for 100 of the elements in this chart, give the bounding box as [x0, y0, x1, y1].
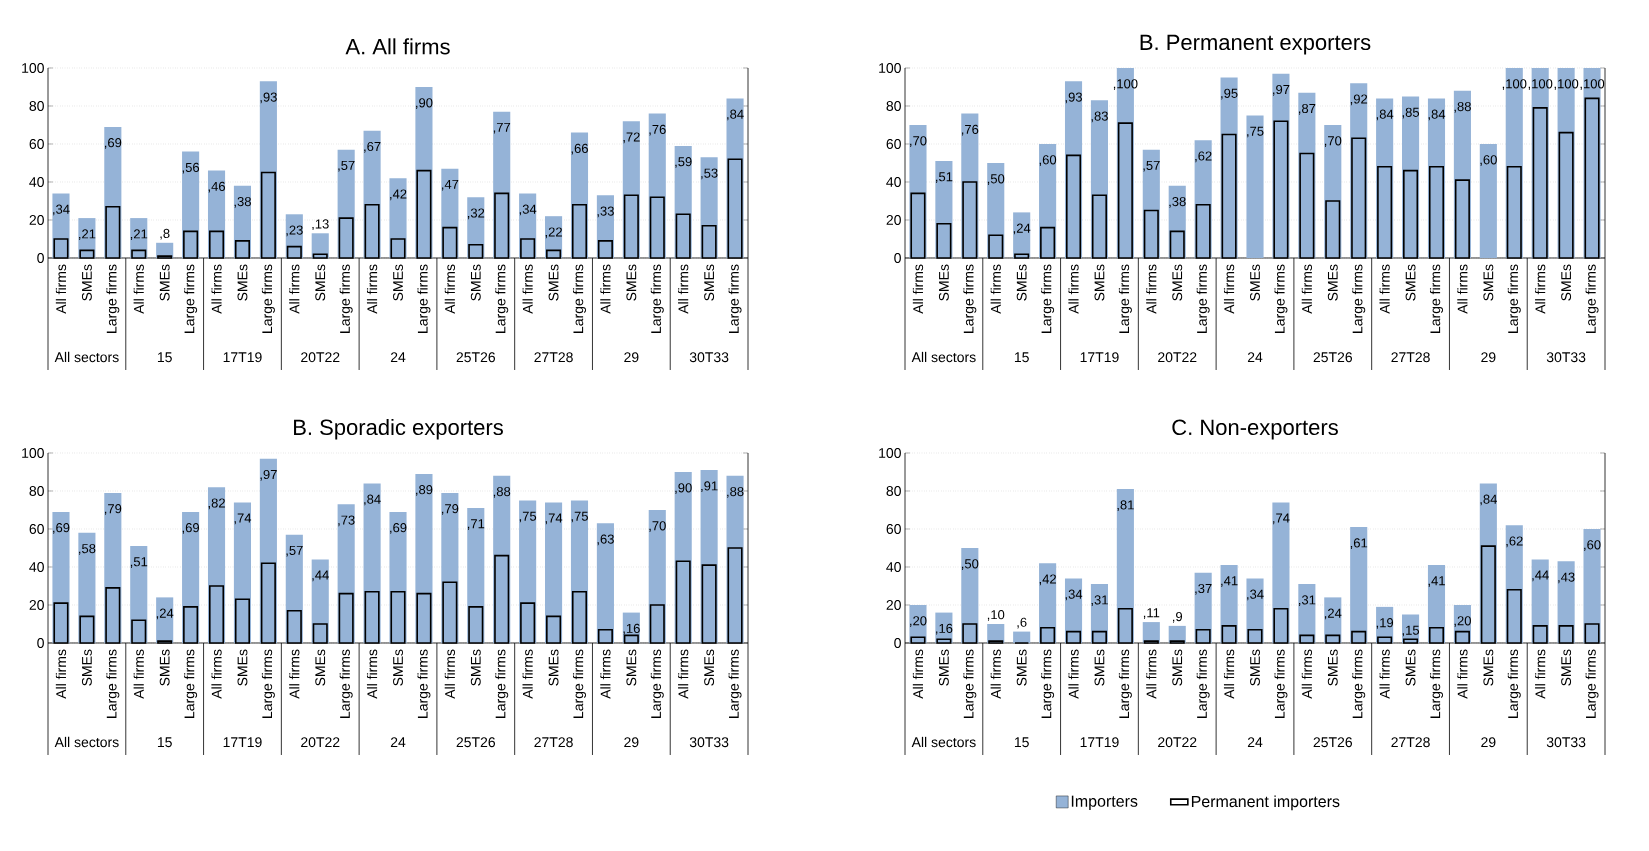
- text: 27T28: [534, 352, 573, 363]
- x-tick-label: Large firms: [963, 649, 977, 718]
- x-tick-label: SMEs: [1405, 264, 1416, 301]
- x-tick-label: All firms: [211, 264, 222, 314]
- data-label: ,89: [416, 485, 433, 496]
- data-label: ,75: [571, 511, 588, 523]
- data-label: ,85: [1402, 107, 1420, 119]
- x-tick-label: All firms: [1457, 649, 1468, 699]
- data-label: ,20: [910, 616, 927, 627]
- data-label: ,51: [130, 557, 148, 568]
- y-tick-label: 100: [879, 448, 901, 458]
- x-tick-label: SMEs: [1250, 264, 1260, 301]
- x-tick-label: Large firms: [417, 264, 431, 333]
- data-label: ,72: [623, 132, 640, 144]
- text: 25T26: [1313, 352, 1353, 363]
- x-tick-label: SMEs: [81, 264, 92, 301]
- data-label: ,57: [286, 545, 303, 557]
- data-label: ,24: [1013, 223, 1031, 235]
- x-tick-label: Large firms: [339, 649, 353, 718]
- x-tick-label: Large firms: [1041, 649, 1055, 718]
- x-tick-label: SMEs: [704, 264, 715, 301]
- data-label: ,42: [1039, 574, 1056, 586]
- data-label: ,90: [675, 483, 692, 494]
- text: 25T26: [456, 352, 496, 363]
- data-label: ,70: [1324, 136, 1342, 147]
- text: 17T19: [223, 352, 262, 363]
- x-tick-label: Large firms: [1429, 649, 1444, 718]
- x-tick-label: All firms: [1301, 264, 1312, 314]
- x-tick-label: All firms: [522, 649, 533, 699]
- text: All sectors: [911, 351, 976, 363]
- data-label: ,95: [1221, 88, 1238, 100]
- text: 15: [1014, 737, 1029, 748]
- data-label: ,15: [1402, 625, 1420, 637]
- data-label: ,67: [364, 141, 381, 153]
- data-label: ,74: [1273, 513, 1290, 525]
- data-label: ,34: [1065, 589, 1083, 601]
- x-tick-label: SMEs: [237, 649, 248, 686]
- x-tick-label: SMEs: [1172, 264, 1183, 301]
- data-label: ,11: [1143, 608, 1160, 619]
- data-label: ,69: [182, 523, 200, 534]
- x-tick-label: Large firms: [1352, 264, 1366, 333]
- bar: [1246, 115, 1264, 258]
- x-tick-label: Large firms: [1274, 649, 1288, 718]
- data-label: ,75: [1247, 126, 1264, 138]
- data-label: ,16: [936, 623, 953, 635]
- x-tick-label: All firms: [133, 649, 144, 699]
- x-tick-label: All firms: [1223, 264, 1235, 314]
- x-tick-label: SMEs: [548, 649, 559, 686]
- data-label: ,100: [1528, 79, 1553, 90]
- data-label: ,46: [208, 181, 225, 193]
- data-label: ,74: [545, 513, 563, 525]
- text: 29: [624, 737, 639, 748]
- x-tick-label: All firms: [133, 264, 144, 314]
- x-tick-label: Large firms: [106, 264, 120, 333]
- data-label: ,77: [493, 122, 511, 134]
- y-tick-label: 100: [879, 63, 901, 73]
- text: 15: [157, 352, 172, 363]
- data-label: ,88: [493, 486, 511, 498]
- x-tick-label: Large firms: [1118, 649, 1132, 718]
- x-tick-label: SMEs: [1483, 264, 1494, 301]
- x-tick-label: All firms: [55, 649, 67, 699]
- x-tick-label: SMEs: [1172, 649, 1183, 686]
- data-label: ,69: [104, 138, 122, 149]
- x-tick-label: Large firms: [1429, 264, 1444, 333]
- x-tick-label: SMEs: [1094, 264, 1105, 301]
- text: 20T22: [1158, 352, 1197, 363]
- data-label: ,84: [1376, 109, 1394, 121]
- data-label: ,58: [79, 543, 96, 555]
- x-tick-label: Large firms: [1507, 264, 1521, 333]
- data-label: ,69: [53, 523, 70, 534]
- data-label: ,24: [1324, 608, 1342, 620]
- x-tick-label: Large firms: [261, 264, 275, 333]
- x-tick-label: Large firms: [1274, 264, 1288, 333]
- text: 27T28: [1391, 352, 1430, 363]
- data-label: ,33: [597, 206, 614, 218]
- x-tick-label: All firms: [678, 649, 689, 699]
- x-tick-label: SMEs: [626, 649, 637, 686]
- data-label: ,100: [1554, 79, 1579, 90]
- y-tick-label: 0: [37, 638, 44, 648]
- data-label: ,38: [234, 196, 251, 208]
- text: 24: [390, 737, 406, 747]
- x-tick-label: All firms: [1457, 264, 1468, 314]
- data-label: ,83: [1091, 111, 1108, 123]
- y-tick-label: 20: [29, 215, 44, 225]
- data-label: ,57: [1143, 160, 1160, 172]
- data-label: ,92: [1350, 94, 1368, 106]
- data-label: ,81: [1117, 500, 1134, 512]
- text: 30T33: [689, 737, 729, 748]
- x-tick-label: All firms: [1146, 649, 1157, 699]
- text: 15: [157, 737, 172, 748]
- x-tick-label: All firms: [912, 649, 924, 699]
- x-tick-label: All firms: [444, 649, 456, 699]
- data-label: ,20: [1454, 616, 1471, 627]
- data-label: ,84: [364, 494, 381, 506]
- data-label: ,88: [727, 486, 744, 498]
- y-tick-label: 100: [22, 63, 44, 73]
- data-label: ,84: [1480, 494, 1497, 506]
- x-tick-label: All firms: [990, 264, 1001, 314]
- x-tick-label: SMEs: [1094, 649, 1105, 686]
- x-tick-label: Large firms: [650, 649, 664, 718]
